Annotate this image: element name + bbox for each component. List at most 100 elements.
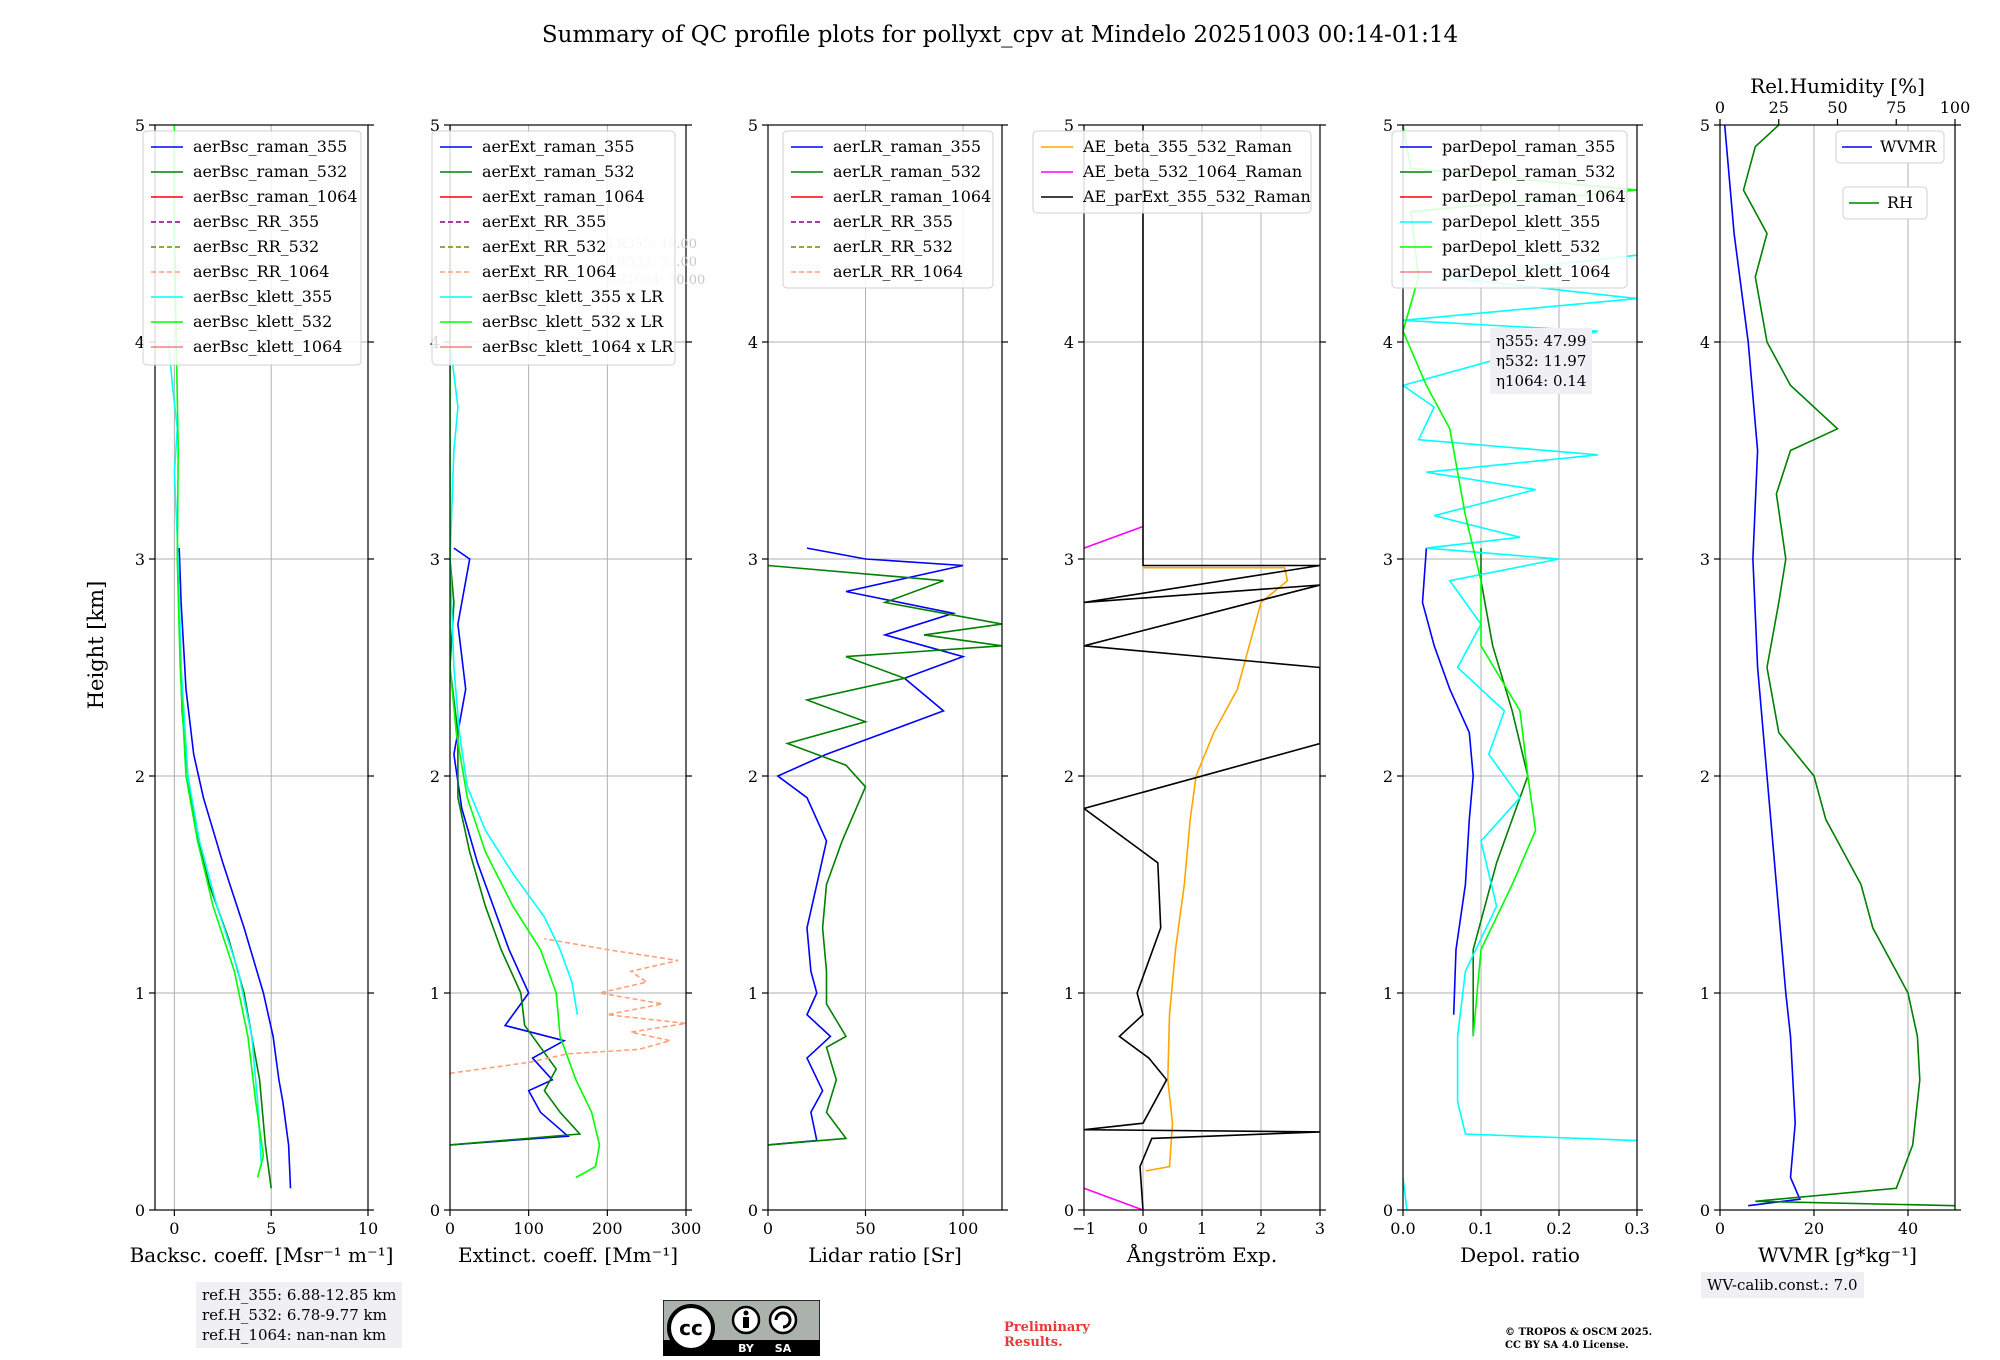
y-tick-label: 1 — [1383, 984, 1393, 1003]
y-tick-label: 2 — [748, 767, 758, 786]
legend-entry: aerLR_raman_532 — [833, 162, 981, 181]
x-axis-label: Lidar ratio [Sr] — [808, 1243, 962, 1267]
y-tick-label: 0 — [748, 1201, 758, 1220]
cc-by-sa-badge: cc BY SA — [663, 1300, 820, 1356]
legend-entry: aerBsc_klett_532 x LR — [482, 312, 664, 331]
series-line-aerbsc-raman-355 — [178, 548, 292, 1189]
y-tick-label: 5 — [135, 116, 145, 135]
ref-height-1064: ref.H_1064: nan-nan km — [202, 1326, 387, 1344]
series-line-ae-beta-355-532-raman — [1143, 566, 1289, 1172]
x-tick-label: 0.2 — [1546, 1219, 1571, 1238]
y-tick-label: 1 — [430, 984, 440, 1003]
y-axis-label: Height [km] — [84, 581, 108, 710]
series-line-aerext-raman-532 — [450, 558, 582, 1146]
y-tick-label: 2 — [135, 767, 145, 786]
series-line-pardepol-klett-355 — [1403, 1177, 1408, 1210]
panel-wv: 0 20 40 0 1 2 3 4 5 WVMR [g*kg⁻¹] 0 25 50 75 100 Rel.Hu… — [1700, 74, 1970, 1267]
panel-bsc: 0 5 10 0 1 2 3 4 5 Backsc. coeff. [Msr⁻¹ m⁻¹] aerB… — [130, 116, 394, 1267]
legend-entry: aerBsc_klett_1064 — [193, 337, 342, 356]
y-tick-label: 4 — [1383, 333, 1393, 352]
x-tick-label: 1 — [1197, 1219, 1207, 1238]
preliminary-note: Preliminary Results. — [1004, 1320, 1090, 1350]
axes-frame — [449, 124, 687, 1211]
x-tick-label: 0 — [1715, 1219, 1725, 1238]
preliminary-line-1: Preliminary — [1004, 1320, 1090, 1335]
y-tick-label: 1 — [1064, 984, 1074, 1003]
legend-entry: parDepol_klett_355 — [1442, 212, 1600, 231]
copyright-line-2: CC BY SA 4.0 License. — [1505, 1340, 1629, 1351]
x-tick-label: 0 — [169, 1219, 179, 1238]
top-tick-label: 100 — [1940, 98, 1971, 117]
legend-entry: aerExt_RR_1064 — [482, 262, 617, 281]
x-tick-label: 0.1 — [1468, 1219, 1493, 1238]
ref-height-box: ref.H_355: 6.88-12.85 km ref.H_532: 6.78… — [196, 1282, 403, 1348]
x-tick-label: 0 — [763, 1219, 773, 1238]
legend-entry: aerLR_raman_355 — [833, 137, 981, 156]
series-line-aerbsc-klett-355 — [167, 341, 263, 1167]
legend-wvmr: WVMR — [1835, 130, 1945, 164]
y-tick-label: 4 — [135, 333, 145, 352]
panel-ext: 0100200300012345Extinct. coeff. [Mm⁻¹]LR… — [430, 116, 705, 1267]
ref-height-532: ref.H_532: 6.78-9.77 km — [202, 1306, 387, 1324]
legend: aerBsc_raman_355 aerBsc_raman_532 aerBsc_r… — [142, 130, 362, 366]
legend-entry: AE_beta_532_1064_Raman — [1082, 162, 1302, 181]
legend-entry: aerBsc_raman_1064 — [193, 187, 358, 206]
axes-frame — [154, 124, 369, 1211]
copyright-line-1: © TROPOS & OSCM 2025. — [1505, 1327, 1653, 1338]
y-tick-label: 5 — [1064, 116, 1074, 135]
y-tick-label: 0 — [430, 1201, 440, 1220]
x-axis-label: Backsc. coeff. [Msr⁻¹ m⁻¹] — [130, 1243, 394, 1267]
x-axis-label: WVMR [g*kg⁻¹] — [1758, 1243, 1917, 1267]
series-line-ae-beta-532-1064-raman — [1084, 1187, 1144, 1210]
series-group — [450, 125, 686, 1179]
legend-entry: parDepol_klett_532 — [1442, 237, 1600, 256]
legend-entry: aerBsc_raman_355 — [193, 137, 347, 156]
y-tick-label: 2 — [1700, 767, 1710, 786]
preliminary-line-2: Results. — [1004, 1335, 1063, 1350]
top-tick-label: 75 — [1886, 98, 1906, 117]
x-tick-label: 200 — [592, 1219, 623, 1238]
eta-532: η532: 11.97 — [1496, 352, 1587, 370]
legend-entry: parDepol_raman_1064 — [1442, 187, 1626, 206]
legend-entry: aerLR_RR_532 — [833, 237, 953, 256]
legend-entry: aerLR_RR_355 — [833, 212, 953, 231]
series-line-ae-beta-532-1064-raman-b — [1084, 525, 1144, 549]
series-line-aerlr-raman-532 — [768, 564, 1002, 1146]
legend: parDepol_raman_355 parDepol_raman_532 parD… — [1391, 130, 1628, 289]
y-tick-label: 1 — [135, 984, 145, 1003]
y-tick-label: 4 — [748, 333, 758, 352]
series-line-ae-parext-355-532-raman — [1084, 125, 1320, 1210]
legend-entry: aerLR_RR_1064 — [833, 262, 963, 281]
y-tick-label: 0 — [1064, 1201, 1074, 1220]
x-tick-label: 0.3 — [1624, 1219, 1649, 1238]
series-line-pardepol-raman-355 — [1421, 548, 1475, 1015]
series-group — [1084, 125, 1320, 1210]
series-group — [1723, 125, 1955, 1207]
y-tick-label: 4 — [1064, 333, 1074, 352]
eta-355: η355: 47.99 — [1496, 332, 1587, 350]
legend-entry: aerBsc_klett_1064 x LR — [482, 337, 674, 356]
legend-entry: parDepol_raman_355 — [1442, 137, 1615, 156]
legend: aerExt_raman_355 aerExt_raman_532 aerExt_r… — [431, 130, 676, 366]
y-tick-label: 3 — [430, 550, 440, 569]
y-tick-label: 2 — [1383, 767, 1393, 786]
legend: aerLR_raman_355 aerLR_raman_532 aerLR_rama… — [782, 130, 994, 289]
svg-text:cc: cc — [679, 1316, 703, 1340]
x-tick-label: 100 — [948, 1219, 979, 1238]
cc-icon — [667, 1304, 715, 1352]
axes-frame — [1402, 124, 1638, 1211]
y-tick-label: 0 — [135, 1201, 145, 1220]
wv-calib-text: WV-calib.const.: 7.0 — [1707, 1276, 1858, 1294]
x-tick-label: 3 — [1315, 1219, 1325, 1238]
legend-entry: WVMR — [1880, 137, 1937, 156]
legend-entry: RH — [1887, 193, 1913, 212]
eta-box: η355: 47.99 η532: 11.97 η1064: 0.14 — [1490, 328, 1593, 394]
legend-entry: AE_parExt_355_532_Raman — [1082, 187, 1311, 206]
legend-entry: aerExt_raman_532 — [482, 162, 635, 181]
x-tick-label: 300 — [671, 1219, 702, 1238]
panel-depol: 0.0 0.1 0.2 0.3 0 1 2 3 4 5 Depol. ratio parDepol_r… — [1383, 116, 1650, 1267]
top-axis-label: Rel.Humidity [%] — [1750, 74, 1925, 98]
legend-entry: parDepol_raman_532 — [1442, 162, 1615, 181]
